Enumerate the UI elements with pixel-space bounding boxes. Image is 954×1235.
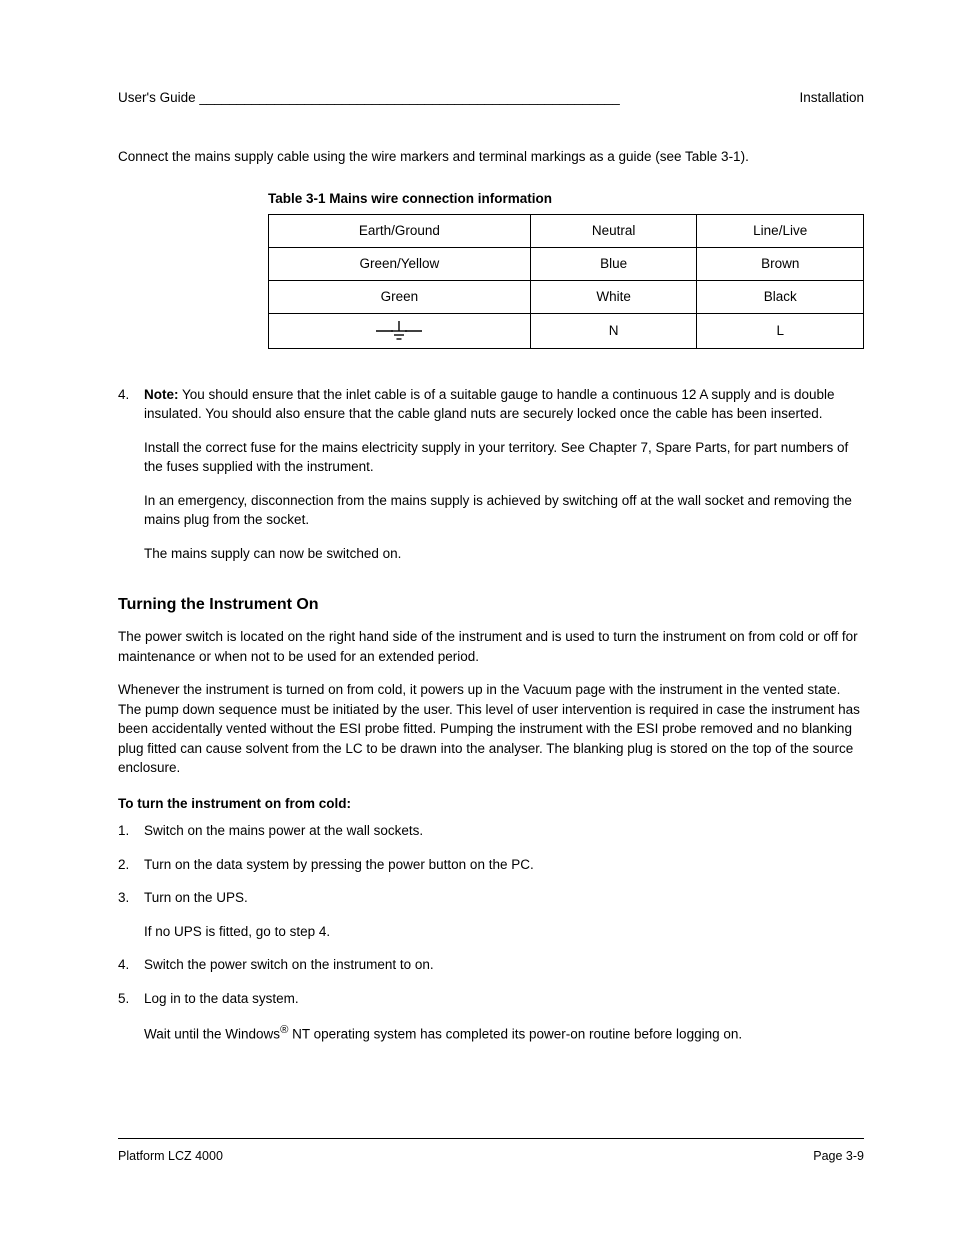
step4-p4: The mains supply can now be switched on. — [144, 544, 864, 564]
footer-left: Platform LCZ 4000 — [118, 1149, 223, 1163]
step-number: 4. — [118, 955, 144, 975]
subsection-title: To turn the instrument on from cold: — [118, 796, 864, 811]
step-2: 2. Turn on the data system by pressing t… — [118, 855, 864, 875]
ground-icon — [376, 319, 422, 343]
cell: Blue — [530, 247, 697, 280]
table-row: N L — [269, 313, 864, 348]
ground-symbol-cell — [269, 313, 531, 348]
section-p2: Whenever the instrument is turned on fro… — [118, 680, 864, 778]
step4-note: Note: You should ensure that the inlet c… — [144, 385, 864, 424]
wire-table-container: Table 3-1 Mains wire connection informat… — [268, 191, 864, 349]
table-row: Green/Yellow Blue Brown — [269, 247, 864, 280]
step-body: Switch on the mains power at the wall so… — [144, 821, 864, 841]
section-p1: The power switch is located on the right… — [118, 627, 864, 666]
step-4: 4. Switch the power switch on the instru… — [118, 955, 864, 975]
step3-p1: Turn on the UPS. — [144, 888, 864, 908]
step4-p2: Install the correct fuse for the mains e… — [144, 438, 864, 477]
col-neutral: Neutral — [530, 214, 697, 247]
cell: White — [530, 280, 697, 313]
step-1: 1. Switch on the mains power at the wall… — [118, 821, 864, 841]
wire-connection-table: Earth/Ground Neutral Line/Live Green/Yel… — [268, 214, 864, 349]
step5-p2a: Wait until the Windows — [144, 1027, 280, 1042]
step-number: 4. — [118, 385, 144, 564]
section-title: Turning the Instrument On — [118, 596, 864, 614]
step5-p2: Wait until the Windows® NT operating sys… — [144, 1022, 864, 1044]
step4-note-body: You should ensure that the inlet cable i… — [144, 387, 835, 422]
intro-paragraph: Connect the mains supply cable using the… — [118, 147, 864, 167]
step3-p2: If no UPS is fitted, go to step 4. — [144, 922, 864, 942]
step-number: 5. — [118, 989, 144, 1045]
table-caption: Table 3-1 Mains wire connection informat… — [268, 191, 864, 206]
cell: N — [530, 313, 697, 348]
cell: Green/Yellow — [269, 247, 531, 280]
step-3: 3. Turn on the UPS. If no UPS is fitted,… — [118, 888, 864, 941]
footer-right: Page 3-9 — [813, 1149, 864, 1163]
cell: Green — [269, 280, 531, 313]
step5-p2b: NT operating system has completed its po… — [288, 1027, 742, 1042]
table-row: Green White Black — [269, 280, 864, 313]
col-line: Line/Live — [697, 214, 864, 247]
step-body: Switch the power switch on the instrumen… — [144, 955, 864, 975]
step-4-block: 4. Note: You should ensure that the inle… — [118, 385, 864, 564]
step-body: Turn on the data system by pressing the … — [144, 855, 864, 875]
step-number: 1. — [118, 821, 144, 841]
footer-rule — [118, 1138, 864, 1139]
note-label: Note: — [144, 387, 179, 402]
col-earth: Earth/Ground — [269, 214, 531, 247]
step-number: 3. — [118, 888, 144, 941]
step-number: 2. — [118, 855, 144, 875]
cell: Black — [697, 280, 864, 313]
cell: Brown — [697, 247, 864, 280]
header-right: Installation — [799, 90, 864, 105]
header-left: User's Guide ___________________________… — [118, 90, 620, 105]
step-5: 5. Log in to the data system. Wait until… — [118, 989, 864, 1045]
step5-p1: Log in to the data system. — [144, 989, 864, 1009]
step4-p3: In an emergency, disconnection from the … — [144, 491, 864, 530]
table-header-row: Earth/Ground Neutral Line/Live — [269, 214, 864, 247]
cell: L — [697, 313, 864, 348]
